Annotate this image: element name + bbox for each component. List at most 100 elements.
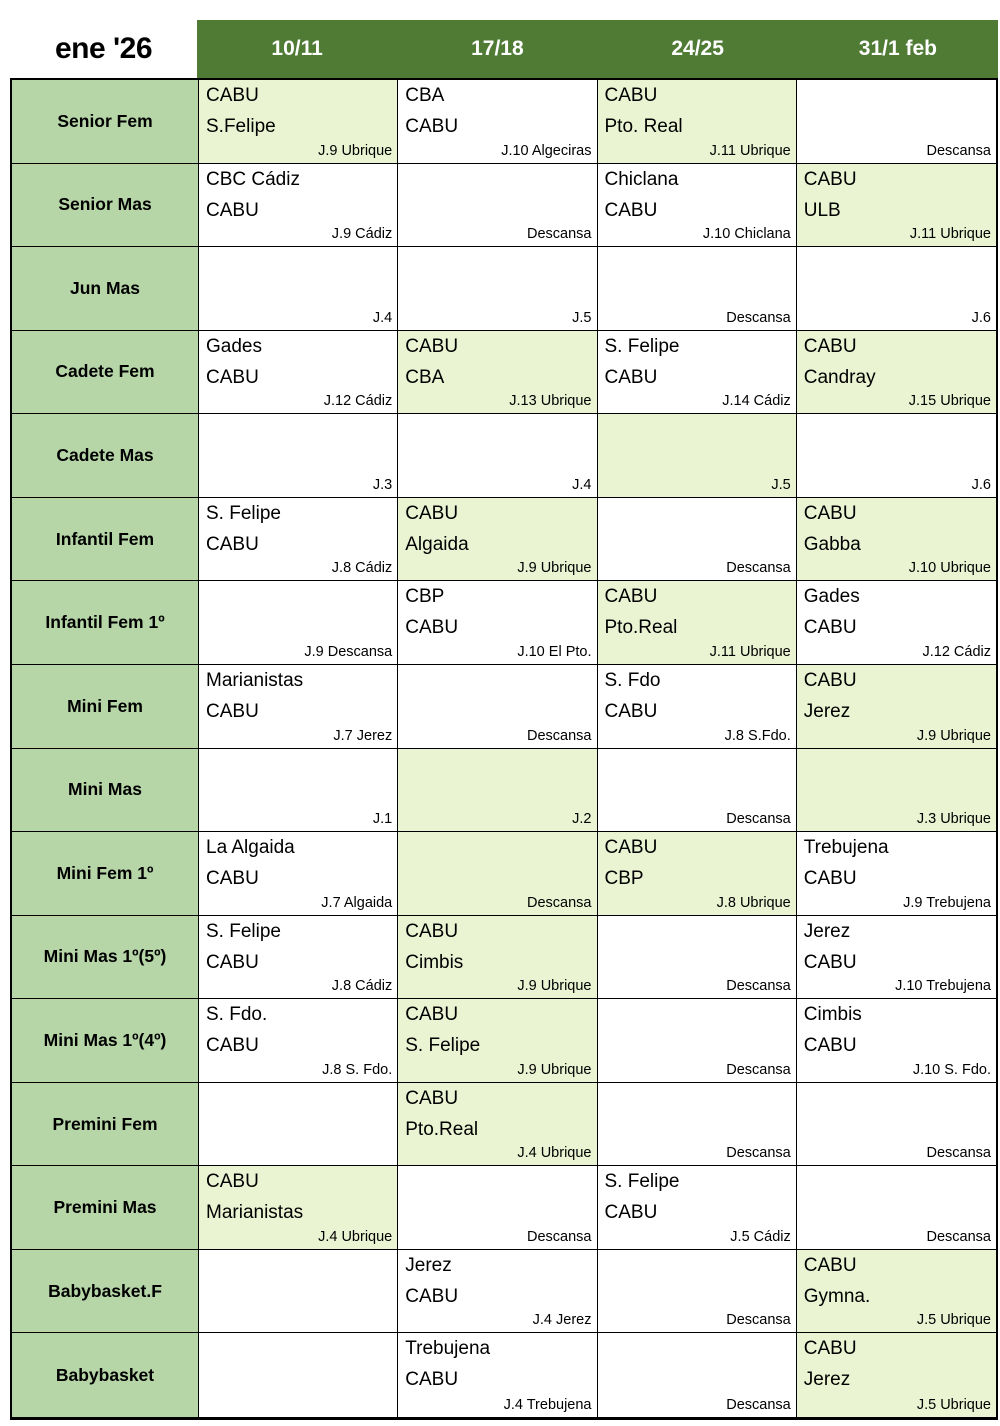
schedule-cell: La Algaida CABU J.7 Algaida xyxy=(199,832,399,916)
schedule-cell: CABU Algaida J.9 Ubrique xyxy=(398,497,598,582)
row-label: Infantil Fem xyxy=(12,497,199,582)
schedule-cell: S. Felipe CABU J.5 Cádiz xyxy=(597,1166,797,1250)
row-label: Babybasket.F xyxy=(12,1249,199,1334)
match-note: J.13 Ubrique xyxy=(509,393,592,410)
schedule-cell: Descansa xyxy=(796,80,996,164)
schedule-cell: Descansa xyxy=(597,247,797,331)
team-name: CABU xyxy=(803,669,857,691)
match-note: J.4 Trebujena xyxy=(503,1397,592,1413)
team-name: Gades xyxy=(803,586,860,608)
schedule-cell: Chiclana CABU J.10 Chiclana xyxy=(597,163,797,248)
team-name: CBP xyxy=(405,586,445,608)
row-label: Jun Mas xyxy=(12,247,199,331)
team-name: CABU xyxy=(803,1254,857,1276)
match-note: J.7 Jerez xyxy=(333,727,393,744)
schedule-cell: CABU Cimbis J.9 Ubrique xyxy=(398,915,598,1000)
schedule-cell: J.1 xyxy=(199,748,399,833)
team-name: Algaida xyxy=(405,533,469,555)
match-note: J.7 Algaida xyxy=(321,894,393,911)
team-name: Chiclana xyxy=(604,168,679,190)
match-note: J.9 Ubrique xyxy=(318,142,393,159)
team-name: Pto.Real xyxy=(604,617,678,639)
team-name: S. Fdo xyxy=(604,669,661,691)
team-name: Marianistas xyxy=(206,669,304,691)
row-label: Premini Mas xyxy=(12,1166,199,1250)
schedule-cell: Descansa xyxy=(398,163,598,248)
row-label: Mini Mas 1º(5º) xyxy=(12,915,199,1000)
team-name: S. Felipe xyxy=(206,920,281,942)
schedule-cell: CABU CBA J.13 Ubrique xyxy=(398,330,598,415)
team-name: CABU xyxy=(206,1171,259,1193)
match-note: J.5 Cádiz xyxy=(730,1228,791,1245)
row-label: Cadete Fem xyxy=(12,330,199,415)
schedule-cell: Descansa xyxy=(597,497,797,582)
team-name: CABU xyxy=(803,868,857,890)
team-name: S. Felipe xyxy=(604,1171,680,1193)
schedule-grid: Senior Fem CABU S.Felipe J.9 Ubrique CBA CABU… xyxy=(10,78,998,1420)
schedule-cell: CABU S. Felipe J.9 Ubrique xyxy=(398,999,598,1083)
team-name: CABU xyxy=(803,502,857,524)
match-note: J.8 S.Fdo. xyxy=(724,727,791,744)
team-name: S. Felipe xyxy=(604,335,680,357)
match-note: Descansa xyxy=(926,142,991,159)
match-note: J.9 Ubrique xyxy=(517,560,592,577)
team-name: CBA xyxy=(405,85,445,106)
schedule-cell: CABU Pto. Real J.11 Ubrique xyxy=(597,80,797,164)
schedule-cell: CBA CABU J.10 Algeciras xyxy=(398,80,598,164)
schedule-cell: CABU Jerez J.5 Ubrique xyxy=(796,1333,996,1417)
date-header-band: 10/11 17/18 24/25 31/1 feb xyxy=(197,20,998,78)
team-name: S.Felipe xyxy=(206,116,276,137)
date-header: 10/11 xyxy=(271,37,323,60)
match-note: J.15 Ubrique xyxy=(908,393,991,410)
team-name: Marianistas xyxy=(206,1202,304,1224)
row-label: Senior Fem xyxy=(12,80,199,164)
team-name: CABU xyxy=(604,700,658,722)
schedule-cell: CABU Candray J.15 Ubrique xyxy=(796,330,996,415)
schedule-cell: Descansa xyxy=(597,748,797,833)
team-name: CABU xyxy=(206,199,259,221)
schedule-cell: Descansa xyxy=(398,1166,598,1250)
team-name: CABU xyxy=(803,951,857,973)
schedule-cell: CBC Cádiz CABU J.9 Cádiz xyxy=(199,163,399,248)
team-name: S. Felipe xyxy=(405,1035,481,1057)
team-name: CABU xyxy=(405,335,459,357)
row-label: Senior Mas xyxy=(12,163,199,248)
match-note: J.14 Cádiz xyxy=(722,393,791,410)
team-name: CABU xyxy=(803,1338,857,1360)
match-note: Descansa xyxy=(726,811,791,828)
match-note: Descansa xyxy=(527,894,592,911)
team-name: S. Fdo. xyxy=(206,1004,268,1026)
team-name: CABU xyxy=(206,85,259,106)
row-label: Premini Fem xyxy=(12,1082,199,1167)
team-name: CABU xyxy=(803,335,857,357)
schedule-cell: CABU ULB J.11 Ubrique xyxy=(796,163,996,248)
team-name: CABU xyxy=(206,1035,259,1057)
team-name: CABU xyxy=(206,868,259,890)
team-name: CABU xyxy=(803,1035,857,1057)
team-name: CABU xyxy=(604,199,658,221)
schedule-cell: J.3 Ubrique xyxy=(796,748,996,833)
schedule-cell: Descansa xyxy=(796,1166,996,1250)
schedule-cell xyxy=(199,1249,399,1334)
schedule-cell: Descansa xyxy=(398,832,598,916)
schedule-cell: Descansa xyxy=(796,1082,996,1167)
team-name: Jerez xyxy=(803,1369,851,1391)
schedule-cell: Descansa xyxy=(597,1333,797,1417)
match-note: J.4 xyxy=(372,309,393,326)
match-note: J.5 Ubrique xyxy=(916,1397,991,1413)
match-note: J.2 xyxy=(572,811,592,828)
team-name: CABU xyxy=(405,617,459,639)
team-name: CABU xyxy=(803,617,857,639)
team-name: CBC Cádiz xyxy=(206,168,300,190)
team-name: ULB xyxy=(803,199,841,221)
team-name: CABU xyxy=(206,951,259,973)
team-name: CABU xyxy=(405,1087,459,1109)
team-name: La Algaida xyxy=(206,837,295,859)
match-note: J.11 Ubrique xyxy=(709,643,791,660)
team-name: CABU xyxy=(604,837,658,859)
schedule-cell: Jerez CABU J.4 Jerez xyxy=(398,1249,598,1334)
match-note: J.12 Cádiz xyxy=(922,643,991,660)
team-name: CABU xyxy=(803,168,857,190)
match-note: J.4 xyxy=(572,476,592,493)
team-name: Pto. Real xyxy=(604,116,683,137)
